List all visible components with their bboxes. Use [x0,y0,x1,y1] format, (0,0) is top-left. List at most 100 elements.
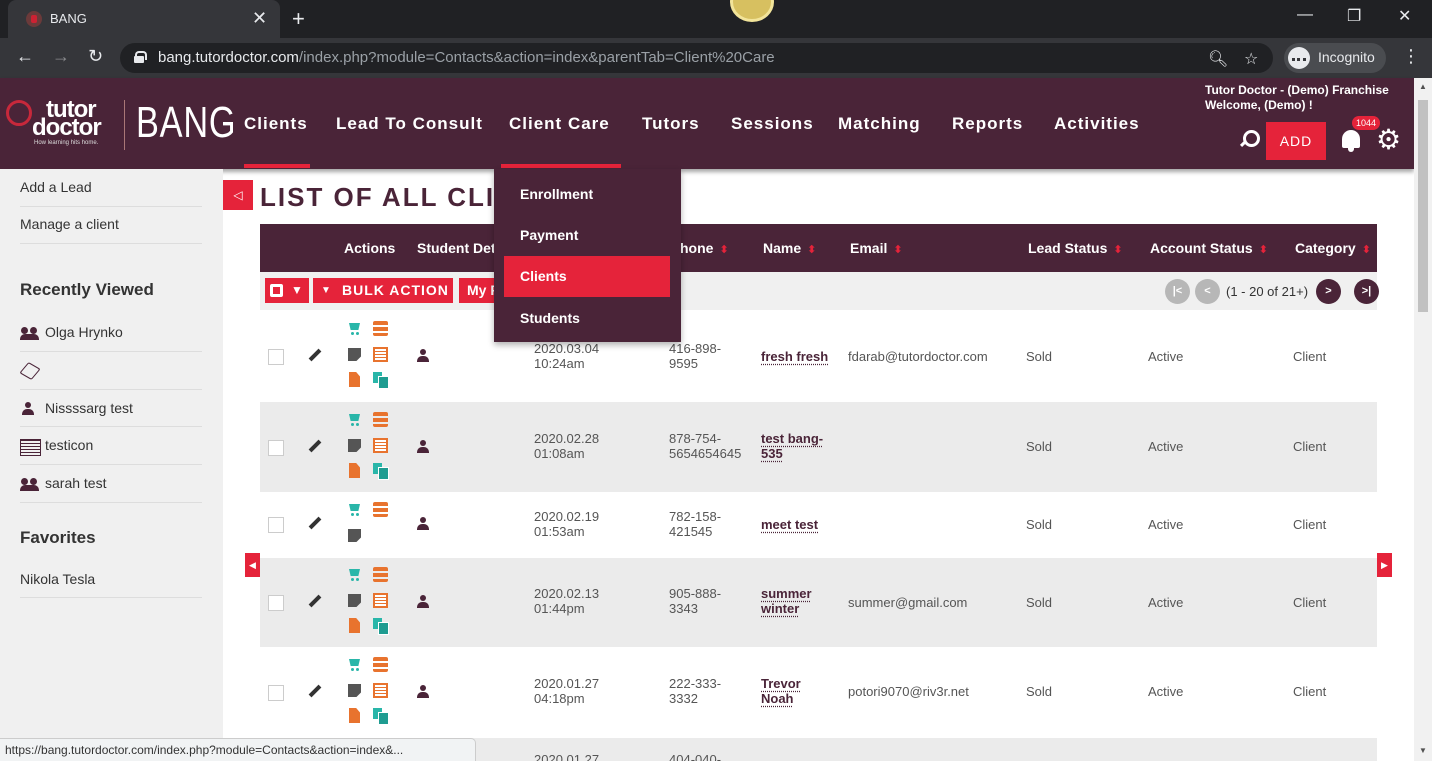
gear-icon[interactable]: ⚙ [1376,124,1402,155]
dropdown-item-students[interactable]: Students [520,310,580,326]
list-icon[interactable] [373,683,388,698]
bookmark-star-icon[interactable]: ☆ [1244,51,1259,68]
nav-sessions[interactable]: Sessions [731,114,814,133]
edit-pencil-icon[interactable] [308,440,322,454]
back-icon[interactable]: ← [16,46,34,66]
recent-item-nissssarg[interactable]: Nissssarg test [45,400,133,416]
edit-pencil-icon[interactable] [308,349,322,363]
favorite-item-nikola[interactable]: Nikola Tesla [20,571,96,587]
col-email[interactable]: Email ⬍ [850,240,903,256]
student-person-icon[interactable] [416,685,430,699]
file-icon[interactable] [347,618,362,633]
table-row[interactable]: 2020.01.27 04:18pm 222-333- 3332 Trevor Noa… [260,647,1377,738]
row-checkbox[interactable] [268,517,284,533]
nav-reports[interactable]: Reports [952,114,1024,133]
server-icon[interactable] [373,321,388,336]
dropdown-item-enrollment[interactable]: Enrollment [520,186,594,202]
sidebar-collapse-button[interactable]: ◁ [223,180,253,210]
server-icon[interactable] [373,657,388,672]
nav-matching[interactable]: Matching [838,114,921,133]
cube-icon[interactable] [20,365,40,379]
note-icon[interactable] [347,528,362,543]
col-category[interactable]: Category ⬍ [1295,240,1371,256]
nav-activities[interactable]: Activities [1054,114,1140,133]
sidebar-add-lead[interactable]: Add a Lead [20,179,92,195]
file-icon[interactable] [347,372,362,387]
row-checkbox[interactable] [268,595,284,611]
sidebar-manage-client[interactable]: Manage a client [20,216,119,232]
nav-lead-to-consult[interactable]: Lead To Consult [336,114,483,133]
student-person-icon[interactable] [416,517,430,531]
new-tab-button[interactable]: + [292,6,305,31]
recent-item-olga[interactable]: Olga Hrynko [45,324,123,340]
name-link[interactable]: test bang- 535 [761,431,824,461]
incognito-indicator[interactable]: Incognito [1284,43,1386,73]
note-icon[interactable] [347,438,362,453]
col-name[interactable]: Name ⬍ [763,240,817,256]
note-icon[interactable] [347,593,362,608]
copy-icon[interactable] [373,708,389,725]
first-page-icon[interactable]: |< [1165,279,1190,304]
row-checkbox[interactable] [268,440,284,456]
row-checkbox[interactable] [268,685,284,701]
student-person-icon[interactable] [416,595,430,609]
recent-item-testicon[interactable]: testicon [45,437,94,453]
list-icon[interactable] [373,438,388,453]
note-icon[interactable] [347,347,362,362]
nav-clients[interactable]: Clients [244,114,308,133]
col-lead-status[interactable]: Lead Status ⬍ [1028,240,1123,256]
nav-client-care[interactable]: Client Care [509,114,610,133]
tab-close-icon[interactable]: ✕ [252,8,268,28]
close-window-icon[interactable]: ✕ [1398,8,1412,25]
table-row[interactable]: 2020.01.27 404-040- [260,738,1377,761]
note-icon[interactable] [347,683,362,698]
bulk-action-button[interactable]: ▼ BULK ACTION [313,278,453,303]
name-link[interactable]: summer winter [761,586,812,616]
col-phone[interactable]: hone ⬍ [680,240,729,256]
server-icon[interactable] [373,567,388,582]
scroll-thumb[interactable] [1418,100,1428,312]
dropdown-item-clients[interactable]: Clients [504,256,670,297]
copy-icon[interactable] [373,372,389,389]
scroll-down-icon[interactable]: ▼ [1419,746,1427,755]
copy-icon[interactable] [373,463,389,480]
restore-icon[interactable]: ❐ [1347,8,1362,25]
table-row[interactable]: 2020.02.13 01:44pm 905-888- 3343 summer win… [260,558,1377,647]
next-page-icon[interactable]: > [1316,279,1341,304]
file-icon[interactable] [347,708,362,723]
select-all-button[interactable]: ▼ [265,278,309,303]
cart-icon[interactable] [347,567,362,582]
student-person-icon[interactable] [416,440,430,454]
student-person-icon[interactable] [416,349,430,363]
name-link[interactable]: Trevor Noah [761,676,801,706]
name-link[interactable]: meet test [761,517,819,532]
cart-icon[interactable] [347,502,362,517]
list-icon[interactable] [373,347,388,362]
list-icon[interactable] [373,593,388,608]
server-icon[interactable] [373,502,388,517]
last-page-icon[interactable]: >| [1354,279,1379,304]
dropdown-item-payment[interactable]: Payment [520,227,579,243]
forward-icon[interactable]: → [52,46,70,66]
zoom-search-icon[interactable]: 🔍︎ [1208,51,1229,68]
name-link[interactable]: fresh fresh [761,349,829,364]
col-student-details[interactable]: Student Deta [417,240,504,256]
bell-icon[interactable] [1340,128,1362,152]
table-row[interactable]: 2020.02.19 01:53am 782-158- 421545 meet te… [260,492,1377,558]
nav-tutors[interactable]: Tutors [642,114,700,133]
reload-icon[interactable]: ↻ [88,46,104,66]
table-row[interactable]: 2020.02.28 01:08am 878-754- 5654654645 tes… [260,402,1377,492]
add-button[interactable]: ADD [1266,122,1326,160]
server-icon[interactable] [373,412,388,427]
cart-icon[interactable] [347,657,362,672]
address-bar[interactable]: bang.tutordoctor.com/index.php?module=Co… [120,43,1273,73]
edit-pencil-icon[interactable] [308,517,322,531]
copy-icon[interactable] [373,618,389,635]
cart-icon[interactable] [347,321,362,336]
scroll-left-icon[interactable]: ◀ [245,553,260,577]
row-checkbox[interactable] [268,349,284,365]
table-row[interactable]: 2020.03.04 10:24am 416-898- 9595 fresh fre… [260,310,1377,402]
page-scrollbar[interactable]: ▲ ▼ [1414,78,1432,761]
cart-icon[interactable] [347,412,362,427]
edit-pencil-icon[interactable] [308,595,322,609]
